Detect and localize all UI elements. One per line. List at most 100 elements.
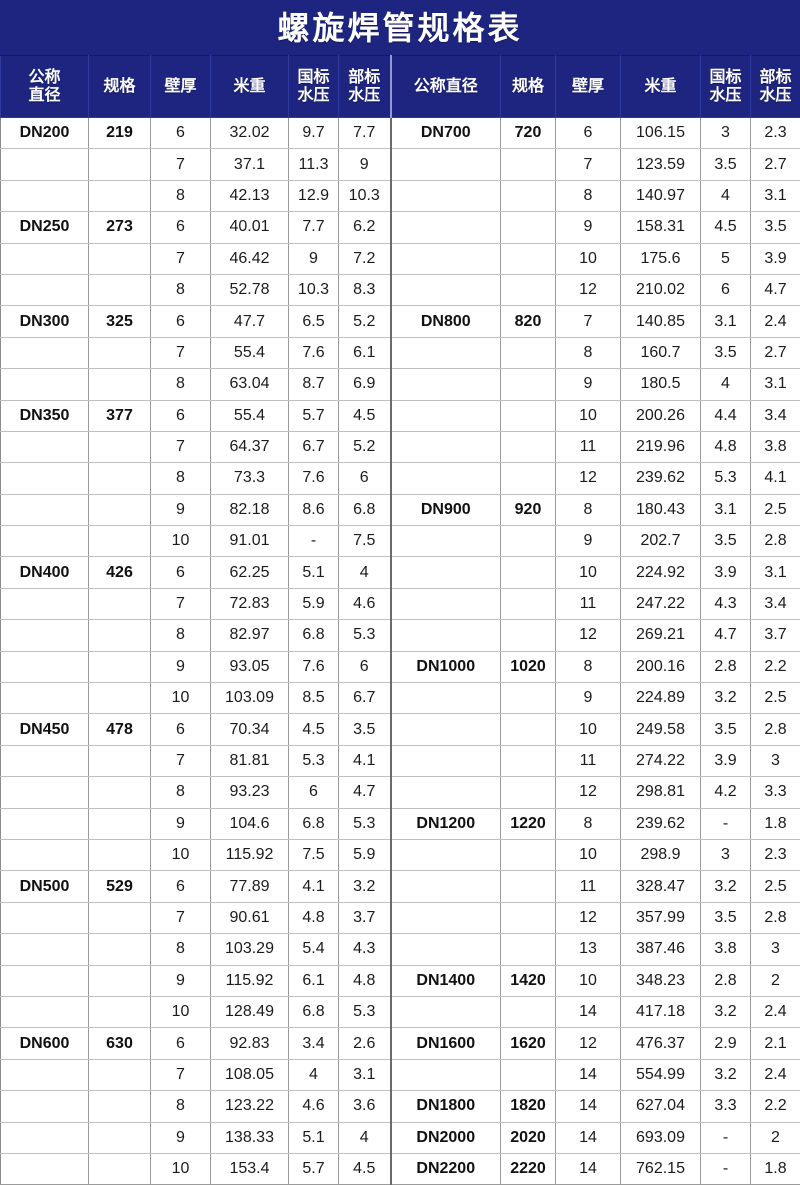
cell-wall-thickness-left: 8 (150, 619, 211, 652)
cell-wall-thickness-right: 8 (555, 807, 621, 840)
cell-gb-pressure-left: 5.1 (288, 1121, 339, 1154)
cell-wall-thickness-right: 10 (555, 556, 621, 589)
cell-gb-pressure-left: 4.5 (288, 713, 339, 746)
cell-nominal-diameter-left (0, 776, 89, 809)
cell-weight-per-meter-right: 417.18 (620, 995, 701, 1029)
cell-spec-right: 1820 (500, 1090, 556, 1123)
cell-spec-left (88, 807, 151, 840)
cell-weight-per-meter-left: 63.04 (210, 368, 289, 401)
cell-bb-pressure-left: 3.2 (338, 870, 391, 903)
cell-nominal-diameter-left (0, 242, 89, 275)
cell-gb-pressure-left: 7.6 (288, 336, 339, 370)
cell-weight-per-meter-left: 93.23 (210, 776, 289, 809)
cell-spec-right (500, 336, 556, 370)
cell-spec-right: 1020 (500, 650, 556, 684)
table-header-row: 公称 直径 规格 壁厚 米重 国标 水压 部标 水压 公称直径 规格 壁厚 米重 (0, 55, 800, 118)
cell-spec-left: 377 (88, 399, 151, 432)
cell-gb-pressure-right: 6 (700, 273, 751, 307)
cell-gb-pressure-right: 2.8 (700, 964, 751, 997)
cell-wall-thickness-right: 9 (555, 525, 621, 558)
cell-nominal-diameter-left: DN600 (0, 1027, 89, 1060)
cell-gb-pressure-right: 3 (700, 838, 751, 872)
cell-bb-pressure-left: 4.5 (338, 399, 391, 432)
cell-spec-left (88, 650, 151, 684)
cell-bb-pressure-left: 7.5 (338, 525, 391, 558)
cell-weight-per-meter-left: 103.29 (210, 933, 289, 966)
cell-gb-pressure-left: 5.7 (288, 399, 339, 432)
cell-weight-per-meter-left: 52.78 (210, 273, 289, 307)
cell-nominal-diameter-right (389, 838, 501, 872)
cell-spec-left: 478 (88, 713, 151, 746)
cell-gb-pressure-right: 4.8 (700, 430, 751, 464)
cell-nominal-diameter-right (389, 713, 501, 746)
cell-gb-pressure-left: 4 (288, 1058, 339, 1092)
cell-spec-left: 426 (88, 556, 151, 589)
cell-weight-per-meter-right: 328.47 (620, 870, 701, 903)
cell-weight-per-meter-left: 46.42 (210, 242, 289, 275)
cell-wall-thickness-left: 7 (150, 1058, 211, 1092)
cell-bb-pressure-left: 6 (338, 462, 391, 495)
cell-bb-pressure-left: 10.3 (338, 179, 391, 213)
cell-bb-pressure-left: 6 (338, 650, 391, 684)
cell-bb-pressure-right: 3.3 (750, 776, 800, 809)
cell-weight-per-meter-right: 200.26 (620, 399, 701, 432)
cell-nominal-diameter-right: DN2200 (389, 1152, 501, 1185)
cell-wall-thickness-left: 8 (150, 776, 211, 809)
cell-bb-pressure-right: 3.4 (750, 587, 800, 621)
cell-nominal-diameter-right (389, 776, 501, 809)
cell-spec-left (88, 242, 151, 275)
cell-weight-per-meter-left: 153.4 (210, 1152, 289, 1185)
cell-weight-per-meter-right: 762.15 (620, 1152, 701, 1185)
cell-nominal-diameter-left (0, 964, 89, 997)
cell-nominal-diameter-right (389, 933, 501, 966)
table-row: 7 90.61 4.8 3.7 12 357.99 3.5 2.8 (0, 901, 800, 935)
cell-gb-pressure-right: 3.5 (700, 901, 751, 935)
cell-bb-pressure-left: 9 (338, 148, 391, 181)
cell-weight-per-meter-right: 298.81 (620, 776, 701, 809)
cell-weight-per-meter-right: 158.31 (620, 211, 701, 244)
table-row: DN200 219 6 32.02 9.7 7.7 DN700 720 6 106.15 3 2.3 (0, 116, 800, 150)
cell-gb-pressure-right: 2.8 (700, 650, 751, 684)
cell-nominal-diameter-left (0, 744, 89, 778)
cell-nominal-diameter-right (389, 399, 501, 432)
cell-bb-pressure-right: 4.7 (750, 273, 800, 307)
table-row: 9 82.18 8.6 6.8 DN900 920 8 180.43 3.1 2.5 (0, 493, 800, 527)
cell-gb-pressure-left: 9 (288, 242, 339, 275)
cell-wall-thickness-left: 10 (150, 525, 211, 558)
table-row: DN300 325 6 47.7 6.5 5.2 DN800 820 7 140.85 3.1 2.4 (0, 305, 800, 338)
cell-spec-left (88, 1090, 151, 1123)
cell-weight-per-meter-right: 210.02 (620, 273, 701, 307)
cell-spec-right (500, 368, 556, 401)
cell-wall-thickness-left: 8 (150, 1090, 211, 1123)
cell-wall-thickness-left: 9 (150, 650, 211, 684)
cell-nominal-diameter-right (389, 995, 501, 1029)
column-header-bb-pressure-right: 部标 水压 (750, 55, 800, 118)
cell-gb-pressure-right: 3.2 (700, 1058, 751, 1092)
column-header-nominal-diameter-left: 公称 直径 (0, 55, 89, 118)
cell-bb-pressure-left: 2.6 (338, 1027, 391, 1060)
cell-bb-pressure-right: 3.1 (750, 556, 800, 589)
cell-spec-right (500, 744, 556, 778)
cell-gb-pressure-left: 7.6 (288, 462, 339, 495)
cell-gb-pressure-right: - (700, 807, 751, 840)
cell-gb-pressure-left: 7.7 (288, 211, 339, 244)
cell-bb-pressure-right: 2.8 (750, 525, 800, 558)
cell-wall-thickness-right: 8 (555, 650, 621, 684)
cell-wall-thickness-right: 14 (555, 1152, 621, 1185)
column-header-spec-left: 规格 (88, 55, 151, 118)
column-header-bb-pressure-left: 部标 水压 (338, 55, 391, 118)
cell-gb-pressure-left: 8.6 (288, 493, 339, 527)
cell-bb-pressure-right: 3.1 (750, 179, 800, 213)
cell-bb-pressure-left: 4.3 (338, 933, 391, 966)
cell-wall-thickness-right: 7 (555, 305, 621, 338)
cell-gb-pressure-right: 4.5 (700, 211, 751, 244)
cell-nominal-diameter-left: DN350 (0, 399, 89, 432)
cell-spec-right (500, 148, 556, 181)
cell-weight-per-meter-right: 239.62 (620, 462, 701, 495)
cell-spec-right: 820 (500, 305, 556, 338)
cell-gb-pressure-right: 3.5 (700, 148, 751, 181)
cell-bb-pressure-right: 2.1 (750, 1027, 800, 1060)
cell-bb-pressure-right: 2.8 (750, 713, 800, 746)
cell-weight-per-meter-left: 47.7 (210, 305, 289, 338)
